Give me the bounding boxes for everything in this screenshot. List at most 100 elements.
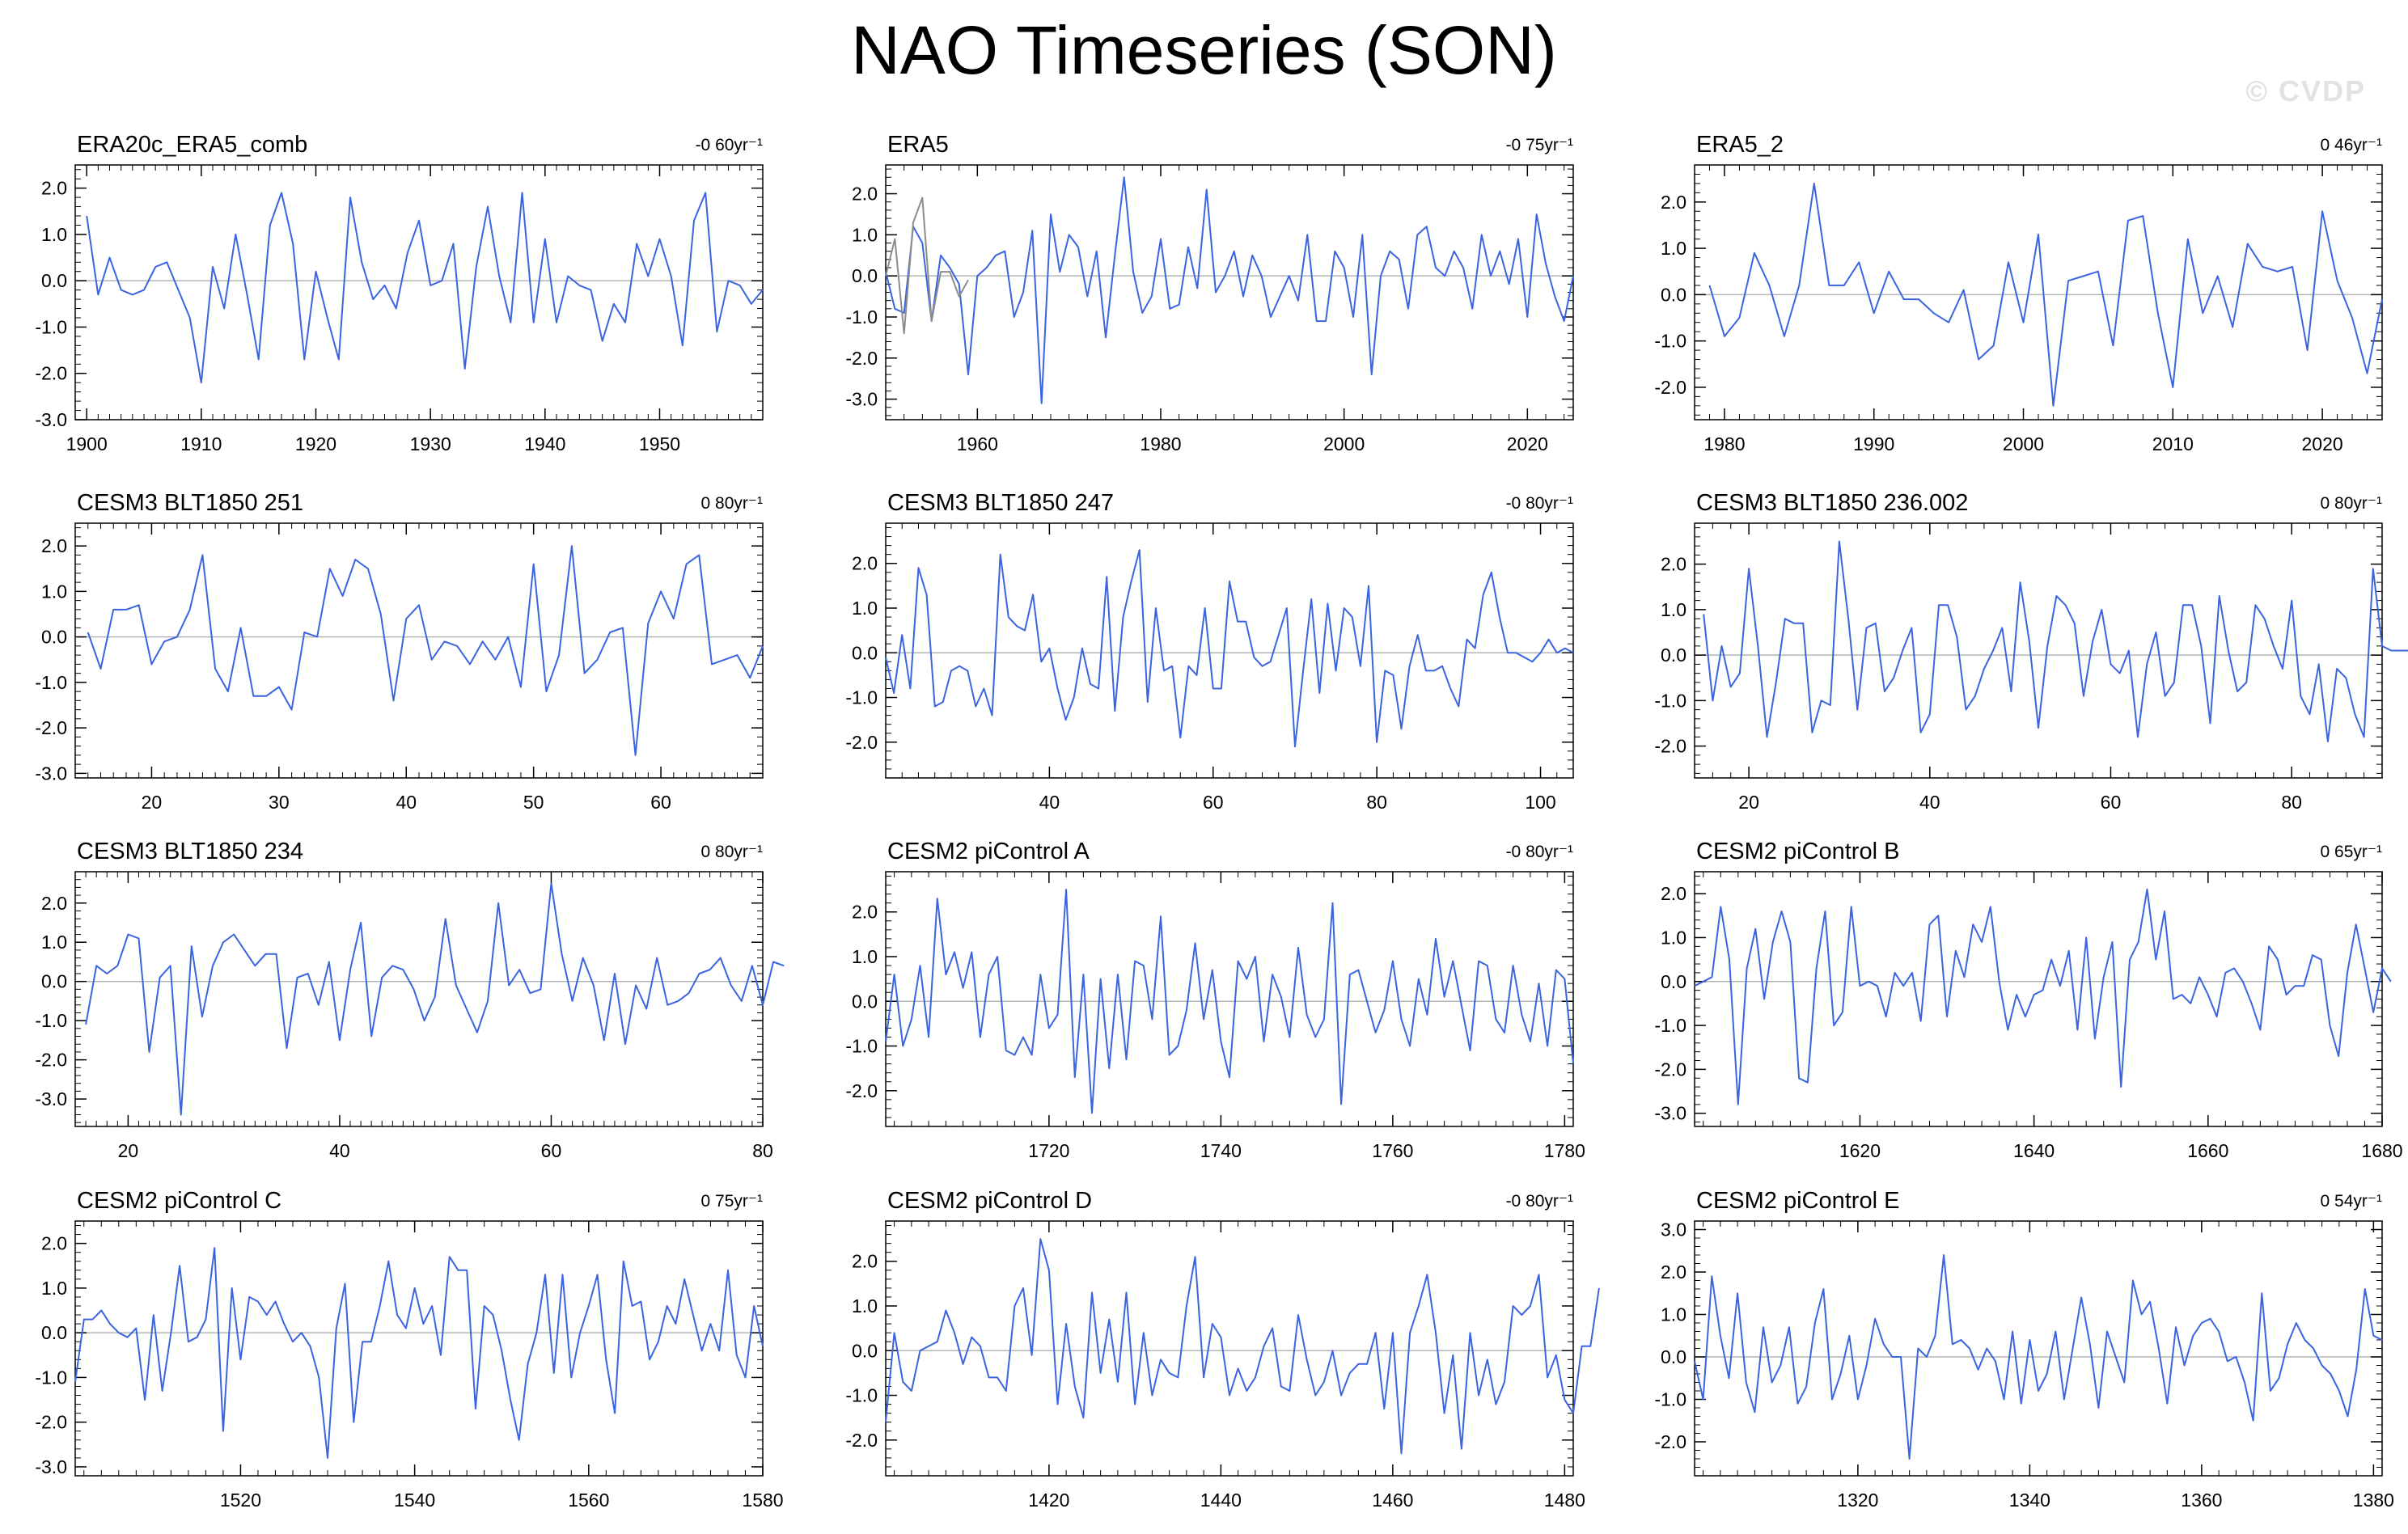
y-tick-label: -2.0 [1654,736,1686,757]
chart-panel: 2.0 1.0 0.0 -1.0 -2.0 20 40 60 80 CESM3 BLT1850 2… [1654,490,2408,813]
x-tick-label: 1480 [1544,1490,1585,1511]
y-tick-label: -1.0 [35,1010,67,1031]
x-tick-label: 40 [329,1140,350,1161]
y-tick-label: 2.0 [852,1251,878,1272]
y-tick-label: -1.0 [35,316,67,337]
x-tick-label: 2000 [1323,433,1365,454]
y-tick-label: 2.0 [41,893,67,914]
x-tick-label: 60 [650,792,671,813]
y-tick-label: -2.0 [35,717,67,738]
x-tick-label: 1990 [1853,433,1894,454]
nao-series-line [87,545,764,756]
x-tick-label: 1980 [1703,433,1745,454]
trend-label: 0 46yr⁻¹ [2321,136,2382,154]
x-tick-label: 1440 [1200,1490,1242,1511]
plot-frame [885,871,1574,1127]
x-tick-label: 100 [1525,792,1555,813]
y-tick-label: 0.0 [1661,644,1686,666]
y-tick-label: -1.0 [1654,690,1686,711]
x-tick-label: 1640 [2013,1140,2055,1161]
nao-series-line [885,1238,1600,1455]
x-tick-label: 20 [118,1140,139,1161]
y-tick-label: -3.0 [1654,1103,1686,1124]
x-tick-label: 1960 [957,433,998,454]
nao-series-line [885,889,1574,1114]
x-tick-label: 1940 [524,433,565,454]
chart-panel: 2.0 1.0 0.0 -1.0 -2.0 1720 1740 1760 1780 CESM2 p… [845,839,1585,1161]
y-tick-label: -2.0 [845,1080,878,1101]
nao-series-line [85,882,785,1116]
y-tick-label: 1.0 [1661,599,1686,620]
y-tick-label: -1.0 [35,672,67,693]
y-tick-label: -1.0 [35,1367,67,1388]
y-tick-label: 0.0 [41,1322,67,1343]
y-tick-label: 0.0 [1661,284,1686,305]
x-tick-label: 1320 [1837,1490,1878,1511]
x-tick-label: 40 [1039,792,1060,813]
y-tick-label: -1.0 [845,1385,878,1406]
nao-series-line [1703,540,2408,742]
page-title: NAO Timeseries (SON) [851,12,1557,88]
y-tick-label: -2.0 [845,732,878,753]
nao-series-line [1694,888,2392,1105]
y-tick-label: 1.0 [1661,1304,1686,1325]
nao-series-line [74,1247,764,1459]
x-tick-label: 2020 [2302,433,2343,454]
y-tick-label: 0.0 [852,1340,878,1361]
x-tick-label: 1910 [180,433,222,454]
x-tick-label: 20 [142,792,163,813]
x-tick-label: 1780 [1544,1140,1585,1161]
plot-frame [74,522,764,779]
plot-frame [885,164,1574,420]
nao-series-line [1708,182,2383,407]
y-tick-label: 0.0 [41,971,67,992]
y-tick-label: 2.0 [41,535,67,556]
panel-title: CESM3 BLT1850 251 [77,490,303,516]
y-tick-label: -3.0 [35,409,67,430]
panel-title: CESM2 piControl C [77,1188,281,1214]
nao-series-line [885,176,1574,404]
trend-label: 0 75yr⁻¹ [701,1192,763,1211]
x-tick-label: 40 [396,792,417,813]
y-tick-label: 2.0 [1661,192,1686,213]
y-tick-label: 2.0 [1661,883,1686,904]
x-tick-label: 1380 [2353,1490,2394,1511]
y-tick-label: 3.0 [1661,1219,1686,1240]
y-tick-label: 0.0 [41,627,67,648]
y-tick-label: 1.0 [41,1278,67,1299]
x-tick-label: 1420 [1028,1490,1069,1511]
y-tick-label: 2.0 [1661,1261,1686,1283]
y-tick-label: -2.0 [35,363,67,384]
y-tick-label: -2.0 [845,1430,878,1451]
y-tick-label: 2.0 [852,553,878,574]
y-tick-label: -1.0 [845,306,878,328]
x-tick-label: 2020 [1507,433,1548,454]
x-tick-label: 60 [2101,792,2122,813]
y-tick-label: 2.0 [1661,554,1686,575]
y-tick-label: 1.0 [852,946,878,967]
x-tick-label: 30 [269,792,290,813]
trend-label: 0 80yr⁻¹ [701,494,763,513]
x-tick-label: 1950 [639,433,680,454]
chart-panel: 2.0 1.0 0.0 -1.0 -2.0 -3.0 1960 1980 2000 2020 ERA… [845,132,1574,454]
plot-frame [74,1220,764,1477]
y-tick-label: -3.0 [35,1456,67,1477]
panel-title: ERA20c_ERA5_comb [77,132,307,158]
y-tick-label: -2.0 [845,348,878,369]
y-tick-label: -2.0 [1654,1431,1686,1452]
x-tick-label: 1660 [2187,1140,2228,1161]
x-tick-label: 1930 [410,433,451,454]
panel-title: CESM2 piControl D [887,1188,1092,1214]
y-tick-label: 1.0 [852,1295,878,1316]
y-tick-label: 1.0 [41,224,67,245]
trend-label: -0 75yr⁻¹ [1506,136,1573,154]
y-tick-label: 0.0 [1661,971,1686,992]
plot-frame [1694,1220,2383,1477]
y-tick-label: 2.0 [41,1233,67,1254]
x-tick-label: 1900 [66,433,108,454]
y-tick-label: -1.0 [1654,1015,1686,1036]
x-tick-label: 80 [2281,792,2302,813]
y-tick-label: 1.0 [41,581,67,602]
x-tick-label: 60 [541,1140,562,1161]
